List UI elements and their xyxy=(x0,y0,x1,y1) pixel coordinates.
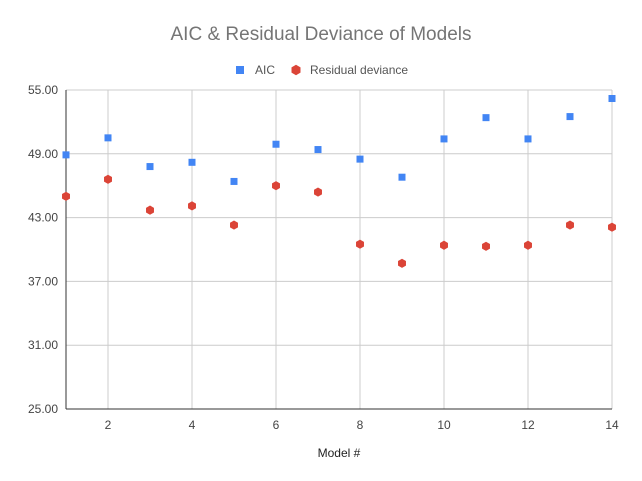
y-tick-label: 55.00 xyxy=(28,83,58,97)
legend-residual-deviance-label: Residual deviance xyxy=(310,63,408,77)
x-tick-label: 14 xyxy=(605,418,619,432)
residual-deviance-point xyxy=(398,258,406,268)
legend-residual-deviance-marker xyxy=(291,64,301,76)
residual-deviance-point xyxy=(314,187,322,197)
aic-point xyxy=(440,135,448,143)
aic-point xyxy=(314,146,322,154)
aic-point xyxy=(272,140,280,148)
residual-deviance-point xyxy=(482,241,490,251)
x-axis-tick-labels: 2 4 6 8 10 12 14 xyxy=(105,418,619,432)
aic-point xyxy=(398,173,406,181)
horizontal-gridlines xyxy=(66,89,612,410)
aic-point xyxy=(230,177,238,185)
aic-point xyxy=(146,163,154,171)
residual-deviance-point xyxy=(566,220,574,230)
residual-deviance-point xyxy=(272,181,280,191)
y-tick-label: 49.00 xyxy=(28,147,58,161)
aic-point xyxy=(62,151,70,159)
y-tick-label: 37.00 xyxy=(28,274,58,288)
y-axis-tick-labels: 25.00 31.00 37.00 43.00 49.00 55.00 xyxy=(28,83,58,416)
residual-deviance-point xyxy=(608,222,616,232)
y-tick-label: 43.00 xyxy=(28,211,58,225)
residual-deviance-point xyxy=(104,174,112,184)
aic-point xyxy=(482,114,490,122)
x-tick-label: 6 xyxy=(273,418,280,432)
aic-point xyxy=(356,155,364,163)
residual-deviance-point xyxy=(146,205,154,215)
legend-aic-marker xyxy=(236,66,244,74)
x-axis-label: Model # xyxy=(318,446,361,460)
residual-deviance-point xyxy=(356,239,364,249)
x-tick-label: 8 xyxy=(357,418,364,432)
chart-title: AIC & Residual Deviance of Models xyxy=(171,24,472,45)
x-tick-label: 2 xyxy=(105,418,112,432)
vertical-gridlines xyxy=(107,90,613,409)
y-tick-label: 25.00 xyxy=(28,402,58,416)
residual-deviance-point xyxy=(440,240,448,250)
aic-point xyxy=(608,95,616,103)
residual-deviance-point xyxy=(230,220,238,230)
aic-point xyxy=(524,135,532,143)
aic-point xyxy=(188,158,196,166)
legend-aic-label: AIC xyxy=(255,63,275,77)
data-points xyxy=(62,95,616,268)
residual-deviance-point xyxy=(188,201,196,211)
x-tick-label: 12 xyxy=(521,418,535,432)
aic-point xyxy=(566,113,574,121)
residual-deviance-point xyxy=(62,191,70,201)
y-tick-label: 31.00 xyxy=(28,338,58,352)
aic-point xyxy=(104,134,112,142)
residual-deviance-point xyxy=(524,240,532,250)
x-tick-label: 10 xyxy=(437,418,451,432)
legend: AIC Residual deviance xyxy=(236,63,408,77)
x-tick-label: 4 xyxy=(189,418,196,432)
